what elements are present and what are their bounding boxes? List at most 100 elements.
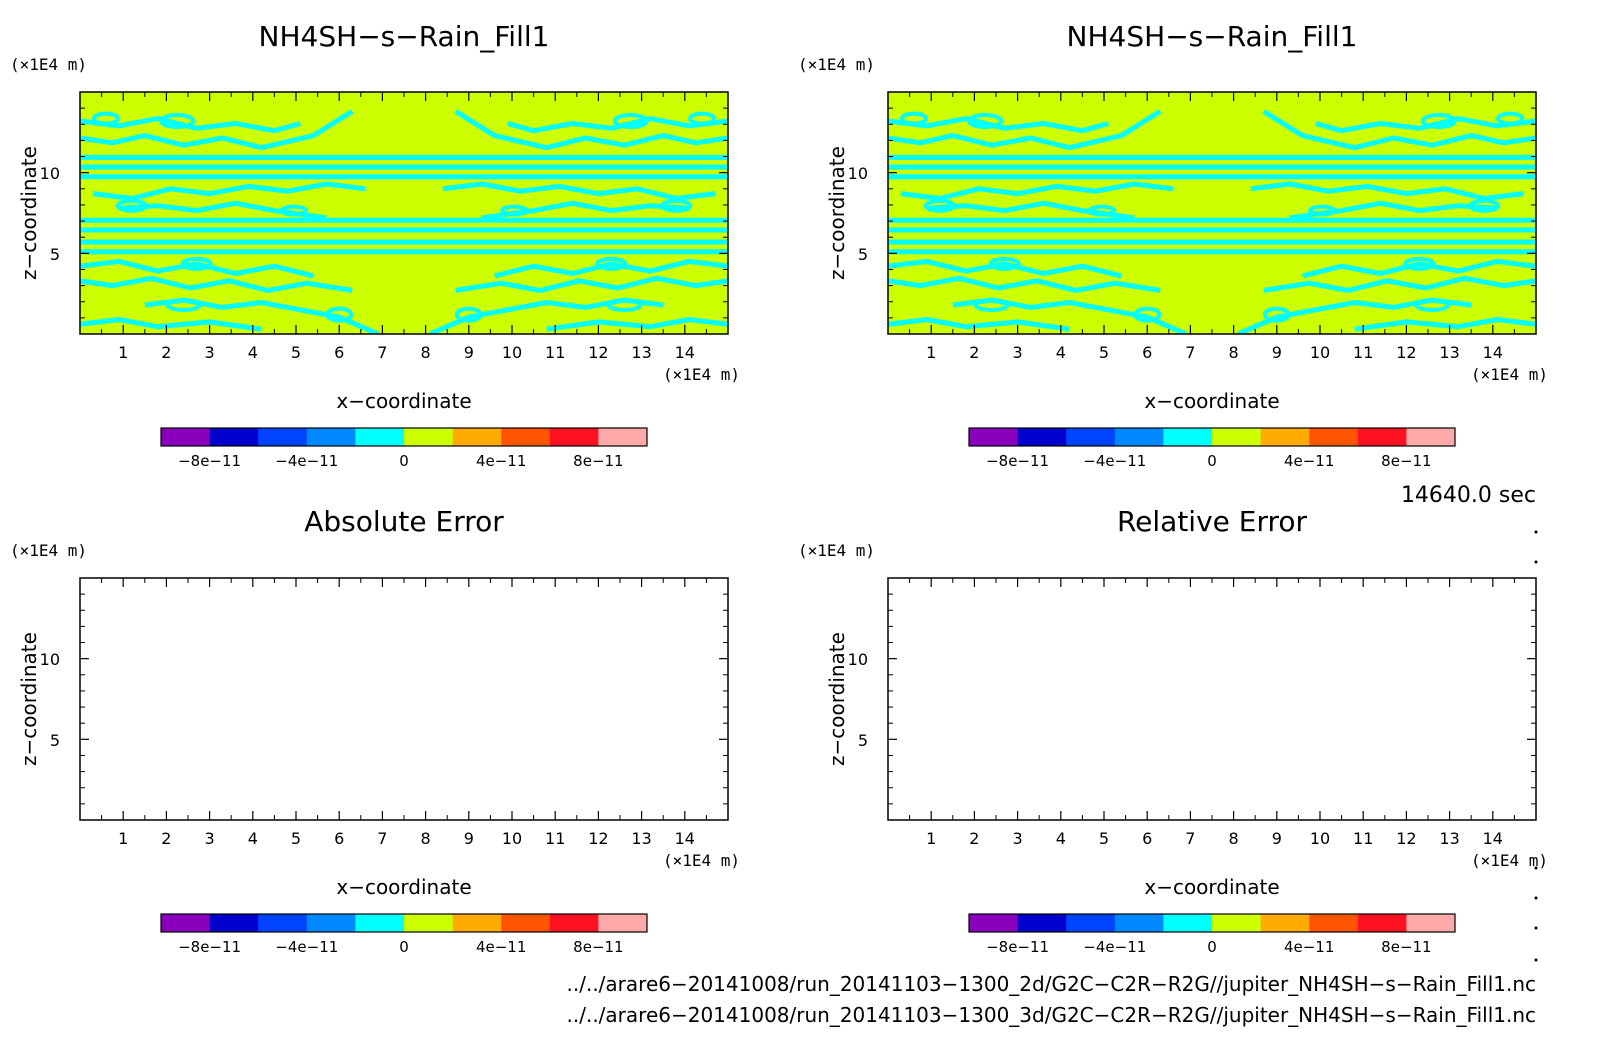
x-tick-label: 14	[675, 343, 695, 362]
colorbar-label: 4e−11	[476, 938, 526, 956]
contour-line	[442, 181, 716, 201]
contour-line	[454, 109, 728, 151]
colorbar-swatch	[501, 428, 551, 446]
x-tick-label: 11	[1353, 343, 1373, 362]
x-tick-label: 8	[1229, 829, 1239, 848]
x-tick-label: 8	[421, 829, 431, 848]
panel-title: Absolute Error	[304, 505, 504, 538]
colorbar-label: 4e−11	[1284, 938, 1334, 956]
colorbar-label: −8e−11	[986, 452, 1049, 470]
contour-loop	[660, 198, 693, 213]
contour-loop	[1308, 204, 1337, 217]
x-tick-label: 5	[1099, 343, 1109, 362]
colorbar-frame	[160, 913, 648, 933]
colorbar-label: −4e−11	[1083, 452, 1146, 470]
colorbar-frame	[968, 427, 1456, 447]
contour-loop	[595, 256, 628, 271]
y-tick-label: 10	[40, 164, 60, 183]
contour-loop	[279, 204, 308, 217]
contour-line	[1302, 258, 1536, 279]
x-tick-label: 2	[161, 829, 171, 848]
x-tick-label: 9	[464, 829, 474, 848]
colorbar-label: −8e−11	[986, 938, 1049, 956]
x-tick-label: 10	[1310, 829, 1330, 848]
x-tick-label: 1	[926, 343, 936, 362]
colorbar-swatch	[258, 428, 308, 446]
colorbar-label: −4e−11	[275, 938, 338, 956]
contour-loop	[967, 113, 1004, 130]
contour-loop	[165, 297, 202, 312]
colorbar-label: 0	[399, 938, 409, 956]
contour-loop	[988, 256, 1021, 271]
y-unit-label: (×1E4 m)	[10, 541, 87, 560]
colorbar-swatch	[355, 914, 405, 932]
colorbar-swatch	[1017, 914, 1067, 932]
x-tick-label: 3	[1013, 343, 1023, 362]
x-tick-label: 6	[334, 829, 344, 848]
colorbar-label: 8e−11	[1381, 938, 1431, 956]
colorbar-swatch	[161, 428, 210, 446]
contour-loop	[606, 297, 643, 312]
colorbar: −8e−11 −4e−11 0 4e−11 8e−11	[968, 913, 1456, 956]
colorbar-label: −8e−11	[178, 938, 241, 956]
contour-line	[1262, 109, 1536, 151]
contour-line	[80, 258, 314, 279]
y-unit-label: (×1E4 m)	[798, 55, 875, 74]
contour-line	[494, 258, 728, 279]
contour-line	[900, 181, 1174, 201]
colorbar-swatch	[209, 914, 259, 932]
y-tick-label: 10	[848, 650, 868, 669]
y-unit-label: (×1E4 m)	[10, 55, 87, 74]
colorbar-label: −4e−11	[1083, 938, 1146, 956]
contour-loop	[1496, 111, 1525, 126]
colorbar-swatch	[404, 914, 453, 932]
colorbar-label: 8e−11	[1381, 452, 1431, 470]
contour-line	[80, 275, 353, 293]
y-axis-label: z−coordinate	[825, 146, 849, 280]
x-tick-label: 13	[1439, 829, 1459, 848]
colorbar-swatch	[1212, 914, 1261, 932]
x-tick-label: 7	[1185, 829, 1195, 848]
x-tick-label: 10	[1310, 343, 1330, 362]
contour-loop	[454, 306, 483, 323]
contour-line	[1263, 275, 1536, 293]
colorbar: −8e−11 −4e−11 0 4e−11 8e−11	[160, 913, 648, 956]
contour-line	[1315, 116, 1536, 134]
contour-loop	[923, 198, 956, 213]
x-tick-label: 3	[205, 343, 215, 362]
x-tick-label: 2	[969, 343, 979, 362]
colorbar-swatch	[306, 914, 356, 932]
colorbar-swatch	[355, 428, 405, 446]
x-tick-label: 12	[1396, 829, 1416, 848]
y-tick-label: 5	[50, 731, 60, 750]
colorbar-swatch	[1114, 428, 1164, 446]
colorbar-label: 8e−11	[573, 938, 623, 956]
panel-2: Absolute Error (×1E4 m) 1 2 3 4 5 6 7 8 9 10 11 12 1…	[10, 505, 740, 956]
x-tick-label: 14	[1483, 343, 1503, 362]
panel-0: NH4SH−s−Rain_Fill1 (×1E4 m) 1 2 3 4 5 6 7 8 9 10 1…	[10, 20, 740, 470]
x-tick-label: 3	[1013, 829, 1023, 848]
colorbar-label: −4e−11	[275, 452, 338, 470]
contour-loop	[91, 111, 120, 126]
y-tick-label: 10	[848, 164, 868, 183]
x-tick-label: 6	[1142, 829, 1152, 848]
x-axis-label: x−coordinate	[336, 875, 471, 899]
colorbar-label: 4e−11	[476, 452, 526, 470]
axis-ticks: 1 2 3 4 5 6 7 8 9 10 11 12 13 14	[80, 578, 728, 848]
x-axis-label: x−coordinate	[336, 389, 471, 413]
x-tick-label: 14	[675, 829, 695, 848]
contour-line	[888, 116, 1109, 134]
contour-loop	[325, 306, 354, 323]
contour-loop	[1262, 306, 1291, 323]
footer-path-1: ../../arare6−20141008/run_20141103−1300_…	[567, 972, 1536, 996]
panel-1: NH4SH−s−Rain_Fill1 (×1E4 m) 1 2 3 4 5 6 7 8 9 10 1…	[798, 20, 1548, 470]
contour-line	[546, 317, 728, 332]
colorbar-swatch	[1260, 428, 1310, 446]
colorbar-swatch	[258, 914, 308, 932]
x-tick-label: 9	[1272, 829, 1282, 848]
contour-line	[80, 109, 354, 151]
colorbar: −8e−11 −4e−11 0 4e−11 8e−11	[968, 427, 1456, 470]
edge-dots	[1534, 530, 1538, 962]
x-tick-label: 7	[377, 829, 387, 848]
x-tick-label: 8	[1229, 343, 1239, 362]
